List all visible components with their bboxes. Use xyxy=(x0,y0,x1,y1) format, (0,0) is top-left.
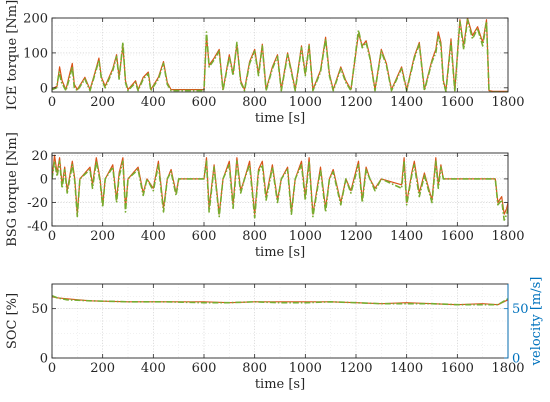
x-tick-label: 800 xyxy=(242,361,267,376)
x-tick-label: 800 xyxy=(242,95,267,110)
y-tick-label: 0 xyxy=(40,352,48,367)
axes-frame xyxy=(51,152,509,227)
x-tick-label: 200 xyxy=(90,229,115,244)
y-tick-label: 0 xyxy=(40,172,48,187)
x-tick-label: 1400 xyxy=(390,95,423,110)
y-tick-label: -20 xyxy=(27,196,48,211)
x-axis-label: time [s] xyxy=(255,245,305,260)
series-group xyxy=(52,154,508,221)
series-line-red xyxy=(52,154,508,215)
series-line-green xyxy=(52,18,508,92)
x-tick-label: 1800 xyxy=(491,229,524,244)
bsg-torque-panel: 0 200 400 600 800 1000 1200 1400 1600 1800 -40 -20 0… xyxy=(5,132,525,260)
y-right-axis-label: velocity [m/s] xyxy=(529,277,544,367)
axes-frame xyxy=(51,17,509,93)
x-tick-label: 1400 xyxy=(390,229,423,244)
x-tick-label: 600 xyxy=(192,361,217,376)
series-line-green xyxy=(52,160,508,221)
y-axis-label: BSG torque [Nm] xyxy=(5,132,20,247)
y-axis-label: ICE torque [Nm] xyxy=(5,0,20,110)
x-tick-label: 600 xyxy=(192,229,217,244)
y-axis-label: SOC [%] xyxy=(5,293,20,349)
series-group xyxy=(52,295,508,306)
x-tick-label: 400 xyxy=(141,361,166,376)
x-tick-label: 1800 xyxy=(491,361,524,376)
x-tick-label: 1600 xyxy=(441,361,474,376)
series-group xyxy=(52,18,508,92)
y-right-tick-label: 0 xyxy=(512,352,520,367)
x-tick-label: 1800 xyxy=(491,95,524,110)
ice-torque-panel: 0 200 400 600 800 1000 1200 1400 1600 1800 0 100 200… xyxy=(5,0,525,126)
y-right-tick-label: 50 xyxy=(512,302,529,317)
x-tick-label: 600 xyxy=(192,95,217,110)
x-tick-label: 1600 xyxy=(441,95,474,110)
x-tick-label: 400 xyxy=(141,95,166,110)
series-line-green xyxy=(52,295,508,306)
x-tick-label: 1000 xyxy=(289,95,322,110)
x-tick-label: 1200 xyxy=(339,361,372,376)
y-tick-label: 100 xyxy=(23,46,48,61)
x-tick-label: 0 xyxy=(48,361,56,376)
x-axis-label: time [s] xyxy=(255,111,305,126)
x-tick-label: 0 xyxy=(48,95,56,110)
x-tick-label: 1200 xyxy=(339,95,372,110)
y-tick-label: -40 xyxy=(27,220,48,235)
y-tick-label: 0 xyxy=(40,81,48,96)
x-tick-label: 1400 xyxy=(390,361,423,376)
y-tick-label: 20 xyxy=(31,149,48,164)
x-tick-label: 1600 xyxy=(441,229,474,244)
y-tick-label: 200 xyxy=(23,12,48,27)
x-tick-label: 1000 xyxy=(289,361,322,376)
x-tick-label: 200 xyxy=(90,361,115,376)
x-tick-label: 200 xyxy=(90,95,115,110)
x-tick-label: 400 xyxy=(141,229,166,244)
y-tick-label: 50 xyxy=(31,302,48,317)
x-tick-label: 0 xyxy=(48,229,56,244)
series-line-red xyxy=(52,296,508,306)
x-axis-label: time [s] xyxy=(255,377,305,392)
x-tick-label: 1200 xyxy=(339,229,372,244)
x-tick-label: 800 xyxy=(242,229,267,244)
x-tick-label: 1000 xyxy=(289,229,322,244)
minor-grid xyxy=(52,284,508,358)
